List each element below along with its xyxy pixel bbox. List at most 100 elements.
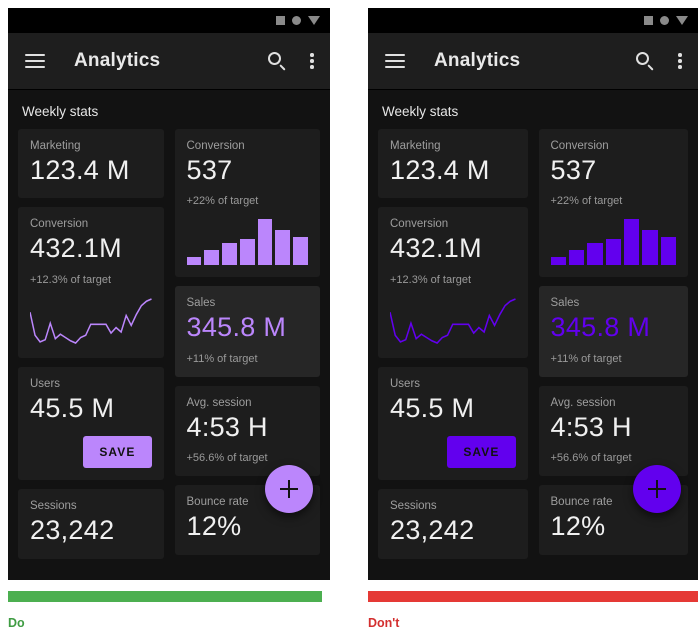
app-bar: Analytics [8, 33, 330, 90]
bar-chart-bar [642, 229, 658, 266]
section-title: Weekly stats [382, 104, 459, 119]
dont-panel: Analytics Weekly stats Marketing 123.4 M [368, 0, 698, 640]
bar-chart-bar [587, 243, 603, 266]
card-label: Conversion [186, 140, 245, 152]
search-button[interactable] [632, 48, 658, 74]
stat-card-users[interactable]: Users 45.5 M SAVE [378, 366, 528, 481]
phone-frame: Analytics Weekly stats Marketing 123.4 M [8, 8, 330, 580]
overflow-menu-button[interactable] [658, 48, 684, 74]
card-value: 123.4 M [30, 155, 130, 185]
hamburger-icon [25, 54, 45, 68]
menu-button[interactable] [22, 48, 48, 74]
card-label: Bounce rate [550, 496, 613, 509]
page-title: Analytics [434, 50, 521, 71]
stat-card-marketing[interactable]: Marketing 123.4 M [18, 129, 164, 199]
stat-card-users[interactable]: Users 45.5 M SAVE [18, 366, 164, 481]
bar-chart-bar [568, 250, 585, 266]
stat-card-conversion-count[interactable]: Conversion 537 +22% of target [538, 129, 688, 278]
do-panel: Analytics Weekly stats Marketing 123.4 M [0, 0, 330, 640]
add-fab-button[interactable] [633, 465, 681, 513]
bar-chart-bar [293, 236, 308, 266]
stat-card-sales[interactable]: Sales 345.8 M +11% of target [174, 286, 320, 377]
search-icon [266, 50, 288, 72]
search-icon [634, 50, 656, 72]
bar-chart-bar [623, 219, 640, 266]
card-label: Sessions [390, 500, 437, 513]
card-value: 45.5 M [30, 392, 115, 423]
stat-card-sessions[interactable]: Sessions 23,242 [18, 489, 164, 559]
card-label: Avg. session [186, 396, 252, 409]
circle-icon [660, 16, 669, 25]
more-vert-icon [302, 51, 316, 71]
bar-chart-bar [239, 238, 255, 266]
stat-card-conversion[interactable]: Conversion 432.1M +12.3% of target [18, 207, 164, 358]
card-label: Conversion [30, 218, 89, 231]
save-button[interactable]: SAVE [83, 436, 152, 469]
card-value: 23,242 [30, 515, 115, 546]
bar-chart [550, 219, 677, 266]
card-label: Sales [186, 297, 216, 310]
stat-card-avg-session[interactable]: Avg. session 4:53 H +56.6% of target [174, 385, 320, 477]
card-subtext: +12.3% of target [390, 273, 472, 286]
add-fab-button[interactable] [265, 465, 313, 513]
card-value: 432.1M [30, 233, 122, 264]
app-bar: Analytics [368, 33, 698, 90]
card-label: Sales [550, 297, 580, 310]
bar-chart-bar [204, 250, 220, 266]
card-value: 537 [186, 155, 233, 185]
plus-icon [280, 480, 298, 498]
stat-card-sessions[interactable]: Sessions 23,242 [378, 489, 528, 559]
stat-card-marketing[interactable]: Marketing 123.4 M [378, 129, 528, 199]
plus-icon [648, 480, 666, 498]
card-subtext: +56.6% of target [186, 452, 268, 465]
right-column: Conversion 537 +22% of target Sales 345.… [174, 129, 320, 555]
status-bar [368, 8, 698, 33]
stat-card-conversion-count[interactable]: Conversion 537 +22% of target [174, 129, 320, 278]
bar-chart [186, 219, 309, 266]
card-value: 12% [550, 511, 606, 542]
more-vert-icon [670, 51, 684, 71]
verdict-rule [8, 591, 322, 602]
stat-card-sales[interactable]: Sales 345.8 M +11% of target [538, 286, 688, 377]
square-icon [644, 16, 653, 25]
bar-chart-bar [275, 229, 291, 266]
card-value: 345.8 M [550, 312, 651, 343]
sparkline-path [30, 298, 152, 344]
bar-chart-bar [550, 257, 566, 266]
stat-card-bounce-rate[interactable]: Bounce rate 12% [174, 485, 320, 555]
right-column: Conversion 537 +22% of target Sales 345.… [538, 129, 688, 555]
triangle-down-icon [676, 16, 688, 25]
save-button[interactable]: SAVE [447, 436, 516, 469]
stat-card-conversion[interactable]: Conversion 432.1M +12.3% of target [378, 207, 528, 358]
square-icon [276, 16, 285, 25]
card-value: 537 [550, 155, 597, 185]
card-label: Marketing [390, 140, 441, 152]
dashboard-content: Weekly stats Marketing 123.4 M Conversio… [368, 90, 698, 559]
card-value: 345.8 M [186, 312, 287, 343]
section-title: Weekly stats [22, 104, 99, 119]
phone-frame: Analytics Weekly stats Marketing 123.4 M [368, 8, 698, 580]
card-actions: SAVE [30, 436, 152, 469]
card-subtext: +12.3% of target [30, 273, 112, 286]
verdict-rule [368, 591, 698, 602]
bar-chart-bar [222, 243, 237, 266]
card-value: 12% [186, 511, 242, 542]
card-subtext: +22% of target [186, 195, 259, 208]
status-bar [8, 8, 330, 33]
stat-card-avg-session[interactable]: Avg. session 4:53 H +56.6% of target [538, 385, 688, 477]
card-label: Conversion [550, 140, 609, 152]
card-label: Sessions [30, 500, 77, 513]
card-value: 45.5 M [390, 392, 475, 423]
sparkline-chart [30, 298, 152, 344]
card-grid: Marketing 123.4 M Conversion 432.1M +12.… [18, 129, 320, 559]
left-column: Marketing 123.4 M Conversion 432.1M +12.… [18, 129, 164, 559]
card-label: Marketing [30, 140, 81, 152]
menu-button[interactable] [382, 48, 408, 74]
search-button[interactable] [264, 48, 290, 74]
circle-icon [292, 16, 301, 25]
overflow-menu-button[interactable] [290, 48, 316, 74]
card-label: Users [30, 377, 61, 390]
card-value: 4:53 H [550, 411, 632, 442]
sparkline-path [390, 298, 516, 344]
